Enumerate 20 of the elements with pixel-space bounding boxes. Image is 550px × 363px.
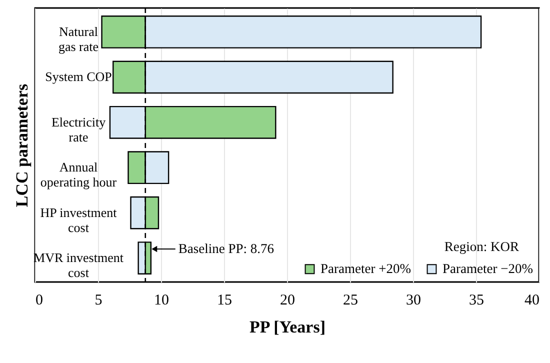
y-tick-label: Annual operating hour: [40, 160, 118, 190]
y-axis-title: LCC parameters: [12, 84, 32, 208]
annotation: Region: KOR: [444, 239, 519, 254]
x-tick-label: 15: [217, 292, 232, 308]
x-tick-label: 5: [94, 292, 102, 308]
y-tick-label: HP investment cost: [40, 204, 118, 235]
x-tick-label: 40: [524, 292, 540, 308]
x-tick-label: 20: [280, 292, 295, 308]
x-tick-label: 10: [154, 292, 169, 308]
x-tick-label: 0: [36, 292, 43, 308]
x-axis-title: PP [Years]: [249, 318, 326, 336]
ref-line-label: Baseline PP: 8.76: [178, 241, 274, 256]
x-tick-label: 30: [406, 292, 421, 308]
y-tick-label: Electricity rate: [51, 114, 106, 144]
legend-label: Parameter +20%: [320, 261, 411, 276]
y-tick-label: System COP: [45, 69, 112, 84]
x-tick-label: 25: [343, 292, 358, 308]
y-tick-label: Natural gas rate: [58, 24, 99, 54]
x-tick-label: 35: [469, 292, 484, 308]
legend-label: Parameter −20%: [442, 261, 533, 276]
